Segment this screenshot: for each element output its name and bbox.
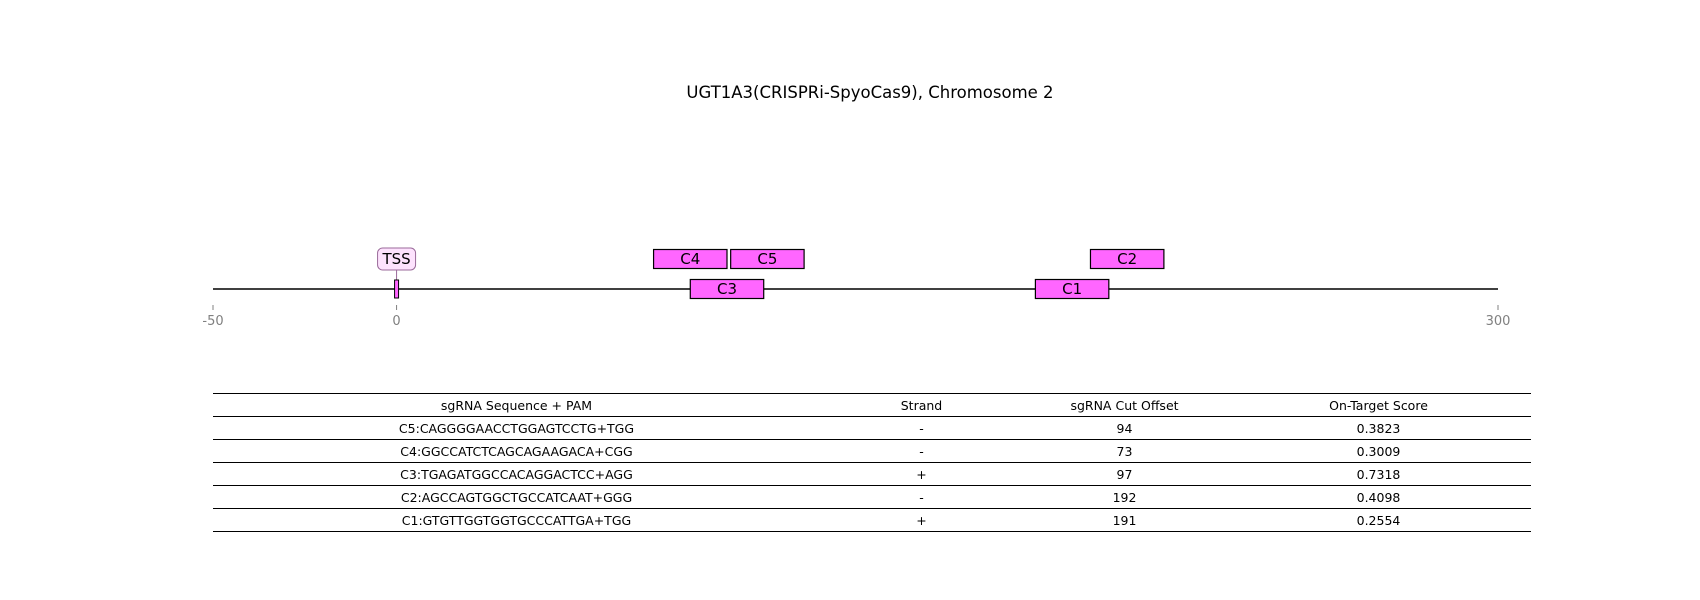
table-cell: 191	[1023, 508, 1226, 532]
guide-box-c4	[652, 248, 728, 270]
table-row: C5:CAGGGGAACCTGGAGTCCTG+TGG - 94 0.3823	[213, 416, 1531, 440]
table-row: C1:GTGTTGGTGGTGCCCATTGA+TGG + 191 0.2554	[213, 508, 1531, 532]
table-cell: -	[820, 485, 1023, 509]
chart-title: UGT1A3(CRISPRi-SpyoCas9), Chromosome 2	[686, 83, 1054, 102]
table-cell: 192	[1023, 485, 1226, 509]
column-header: sgRNA Sequence + PAM	[213, 393, 820, 417]
axis-tick-label: 300	[1486, 314, 1511, 329]
table-cell: 0.3009	[1226, 439, 1531, 463]
table-cell: +	[820, 508, 1023, 532]
table-cell: C5:CAGGGGAACCTGGAGTCCTG+TGG	[213, 416, 820, 440]
table-header-row: sgRNA Sequence + PAM Strand sgRNA Cut Of…	[213, 393, 1531, 417]
axis-tick-label: 0	[392, 314, 400, 329]
guide-box-c1	[1034, 278, 1110, 300]
table-cell: 0.7318	[1226, 462, 1531, 486]
guide-box-c3	[689, 278, 765, 300]
tss-marker	[394, 279, 400, 299]
table-row: C4:GGCCATCTCAGCAGAAGACA+CGG - 73 0.3009	[213, 439, 1531, 463]
table-cell: +	[820, 462, 1023, 486]
guide-label-c5: C5	[757, 250, 777, 268]
axis-tick-label: -50	[202, 314, 223, 329]
table-cell: 97	[1023, 462, 1226, 486]
guide-label-c3: C3	[717, 280, 737, 298]
table-cell: -	[820, 416, 1023, 440]
guide-label-c1: C1	[1062, 280, 1082, 298]
guide-label-c2: C2	[1117, 250, 1137, 268]
table-cell: 73	[1023, 439, 1226, 463]
tss-label: TSS	[381, 250, 410, 268]
guide-box-c5	[730, 248, 805, 270]
tss-label-box	[377, 247, 417, 271]
table-cell: C1:GTGTTGGTGGTGCCCATTGA+TGG	[213, 508, 820, 532]
column-header: On-Target Score	[1226, 393, 1531, 417]
table-cell: 0.2554	[1226, 508, 1531, 532]
guide-box-c2	[1089, 248, 1165, 270]
table-row: C2:AGCCAGTGGCTGCCATCAAT+GGG - 192 0.4098	[213, 485, 1531, 509]
table-cell: 0.4098	[1226, 485, 1531, 509]
guide-label-c4: C4	[680, 250, 700, 268]
table-cell: -	[820, 439, 1023, 463]
sgrna-table: sgRNA Sequence + PAM Strand sgRNA Cut Of…	[213, 393, 1531, 532]
table-cell: 0.3823	[1226, 416, 1531, 440]
table-cell: 94	[1023, 416, 1226, 440]
column-header: Strand	[820, 393, 1023, 417]
gene-track: -50 0 300 TSS C5 C4 C3 C2 C1	[202, 247, 1511, 329]
column-header: sgRNA Cut Offset	[1023, 393, 1226, 417]
table-cell: C3:TGAGATGGCCACAGGACTCC+AGG	[213, 462, 820, 486]
table-row: C3:TGAGATGGCCACAGGACTCC+AGG + 97 0.7318	[213, 462, 1531, 486]
table-cell: C2:AGCCAGTGGCTGCCATCAAT+GGG	[213, 485, 820, 509]
table-cell: C4:GGCCATCTCAGCAGAAGACA+CGG	[213, 439, 820, 463]
